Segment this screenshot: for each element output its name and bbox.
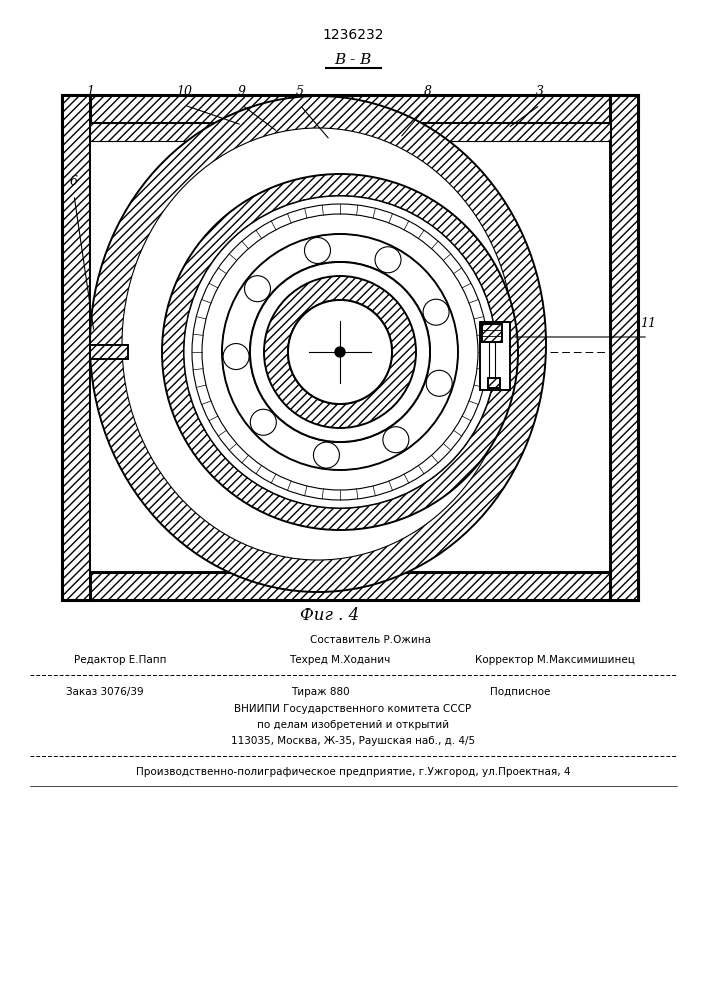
Bar bbox=[90, 123, 610, 572]
Bar bbox=[489, 342, 495, 386]
Ellipse shape bbox=[90, 96, 546, 592]
Text: 9: 9 bbox=[238, 85, 246, 98]
Bar bbox=[90, 123, 610, 141]
Text: Техред М.Ходанич: Техред М.Ходанич bbox=[289, 655, 391, 665]
Bar bbox=[90, 345, 128, 359]
Bar bbox=[62, 95, 638, 123]
Text: 113035, Москва, Ж-35, Раушская наб., д. 4/5: 113035, Москва, Ж-35, Раушская наб., д. … bbox=[231, 736, 475, 746]
Text: Редактор Е.Папп: Редактор Е.Папп bbox=[74, 655, 166, 665]
Text: 5: 5 bbox=[296, 85, 304, 98]
Text: 11: 11 bbox=[640, 317, 656, 330]
Text: Производственно-полиграфическое предприятие, г.Ужгород, ул.Проектная, 4: Производственно-полиграфическое предприя… bbox=[136, 767, 571, 777]
Text: 3: 3 bbox=[536, 85, 544, 98]
Text: В - В: В - В bbox=[334, 53, 372, 67]
Wedge shape bbox=[162, 174, 518, 530]
Bar bbox=[482, 324, 502, 342]
Text: Корректор М.Максимишинец: Корректор М.Максимишинец bbox=[475, 655, 635, 665]
Text: ВНИИПИ Государственного комитета СССР: ВНИИПИ Государственного комитета СССР bbox=[235, 704, 472, 714]
Bar bbox=[62, 95, 90, 600]
Bar bbox=[62, 572, 638, 600]
Text: 6: 6 bbox=[70, 175, 78, 188]
Bar bbox=[610, 95, 638, 600]
Bar bbox=[90, 123, 610, 141]
Text: 8: 8 bbox=[424, 85, 432, 98]
Bar bbox=[90, 123, 610, 572]
Bar bbox=[480, 322, 510, 390]
Circle shape bbox=[250, 262, 430, 442]
Circle shape bbox=[288, 300, 392, 404]
Text: 1236232: 1236232 bbox=[322, 28, 384, 42]
Circle shape bbox=[184, 196, 496, 508]
Bar bbox=[482, 324, 502, 342]
Bar bbox=[62, 95, 90, 600]
Text: Подписное: Подписное bbox=[490, 687, 550, 697]
Text: Заказ 3076/39: Заказ 3076/39 bbox=[66, 687, 144, 697]
Bar bbox=[62, 572, 638, 600]
Text: 10: 10 bbox=[176, 85, 192, 98]
Bar bbox=[488, 378, 500, 388]
Text: 1: 1 bbox=[86, 85, 94, 98]
Wedge shape bbox=[264, 276, 416, 428]
Text: Составитель Р.Ожина: Составитель Р.Ожина bbox=[310, 635, 431, 645]
Ellipse shape bbox=[122, 128, 514, 560]
Bar bbox=[488, 378, 500, 388]
Bar bbox=[62, 95, 638, 123]
Circle shape bbox=[335, 347, 345, 357]
Text: Фиг . 4: Фиг . 4 bbox=[300, 606, 360, 624]
Bar bbox=[90, 345, 128, 359]
Bar bbox=[610, 95, 638, 600]
Text: по делам изобретений и открытий: по делам изобретений и открытий bbox=[257, 720, 449, 730]
Text: Тираж 880: Тираж 880 bbox=[291, 687, 349, 697]
